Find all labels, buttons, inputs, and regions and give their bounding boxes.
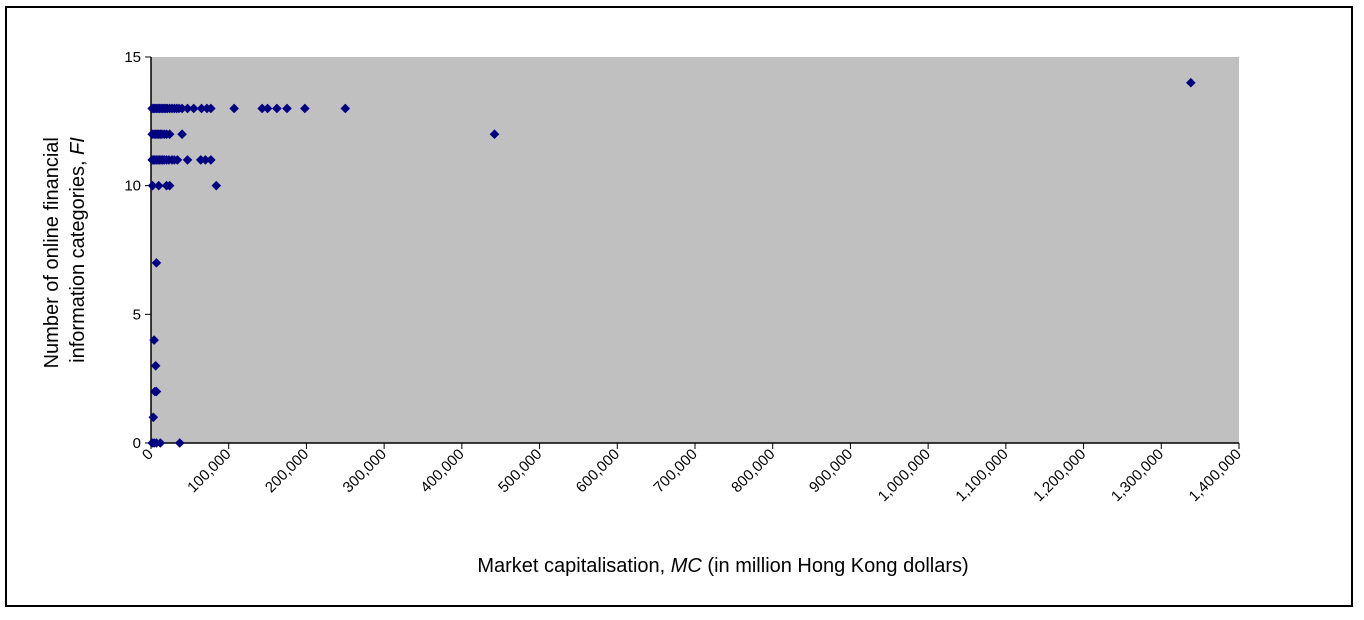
x-tick-label: 300,000: [340, 446, 390, 496]
x-tick-label: 1,200,000: [1030, 446, 1089, 505]
x-tick-label: 200,000: [262, 446, 312, 496]
x-tick-label: 500,000: [495, 446, 545, 496]
data-point: [148, 412, 159, 423]
data-point: [155, 438, 166, 448]
y-tick-label: 0: [133, 435, 141, 452]
plot-area: [151, 57, 1239, 443]
data-point: [262, 103, 273, 114]
y-tick-label: 15: [124, 49, 141, 66]
y-axis-title-variable: FI: [67, 137, 89, 155]
x-tick-label: 600,000: [573, 446, 623, 496]
x-tick-label: 100,000: [184, 446, 234, 496]
data-point: [149, 335, 159, 345]
data-point: [282, 103, 292, 114]
data-point: [177, 129, 187, 139]
data-point: [206, 103, 216, 114]
y-axis-title-line2: information categories, FI: [67, 137, 89, 363]
data-point: [200, 155, 211, 165]
data-point: [177, 103, 187, 114]
x-tick-label: 0: [139, 446, 157, 464]
x-tick-label: 1,400,000: [1186, 446, 1245, 505]
x-axis-title-suffix: (in million Hong Kong dollars): [702, 555, 969, 577]
data-point: [153, 180, 164, 191]
data-point: [211, 180, 222, 191]
y-tick-label: 10: [124, 178, 141, 195]
data-point: [174, 438, 185, 448]
x-tick-label: 1,100,000: [952, 446, 1011, 505]
y-axis: 0 5 10 15: [124, 49, 152, 452]
data-point: [151, 386, 162, 397]
x-tick-label: 1,300,000: [1108, 446, 1167, 505]
data-point: [147, 180, 158, 191]
data-point: [182, 155, 193, 165]
data-point: [489, 129, 500, 139]
data-point: [206, 155, 216, 165]
x-tick-label: 1,000,000: [875, 446, 934, 505]
data-point: [196, 103, 207, 114]
y-tick-label: 5: [133, 306, 141, 323]
data-point: [151, 258, 162, 268]
data-point: [272, 103, 282, 114]
data-point: [150, 361, 161, 371]
data-point: [164, 129, 175, 139]
data-point: [257, 103, 267, 114]
data-point: [182, 103, 193, 114]
y-axis-title: Number of online financial information c…: [41, 132, 89, 369]
data-point: [1186, 77, 1196, 88]
x-axis-title-variable: MC: [671, 555, 703, 577]
y-axis-title-line2-prefix: information categories,: [67, 155, 89, 363]
data-point: [300, 103, 310, 114]
data-point: [188, 103, 199, 114]
data-point: [340, 103, 351, 114]
x-axis: 0 100,000 200,000 300,000 400,000 500,000 600,…: [139, 442, 1245, 505]
data-point: [172, 155, 183, 165]
x-tick-label: 800,000: [728, 446, 778, 496]
data-points: [147, 77, 1196, 448]
data-point: [229, 103, 239, 114]
x-axis-title-prefix: Market capitalisation,: [477, 555, 670, 577]
x-tick-label: 700,000: [650, 446, 700, 496]
data-point: [164, 180, 175, 191]
x-axis-title: Market capitalisation, MC (in million Ho…: [477, 555, 968, 577]
x-tick-label: 900,000: [806, 446, 856, 496]
x-tick-label: 400,000: [417, 446, 467, 496]
y-axis-title-line1: Number of online financial: [41, 137, 63, 368]
